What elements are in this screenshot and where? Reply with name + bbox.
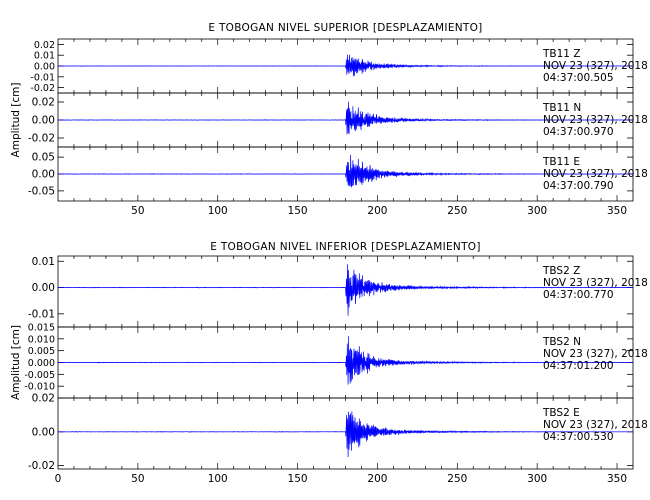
x-tick-label: 200 <box>367 205 387 217</box>
station-label: TBS2 N <box>542 336 581 348</box>
station-label: TBS2 E <box>542 407 580 419</box>
y-tick-label: 0.02 <box>34 40 55 51</box>
x-tick-label: 50 <box>131 205 144 217</box>
x-tick-label: 250 <box>447 473 467 485</box>
x-tick-label: 100 <box>208 473 228 485</box>
waveform-trace <box>58 264 633 316</box>
x-tick-label: 300 <box>527 473 547 485</box>
y-tick-label: 0.00 <box>32 169 55 181</box>
time-label: 04:37:00.770 <box>543 289 614 301</box>
time-label: 04:37:00.970 <box>543 126 614 138</box>
waveform-trace <box>57 336 633 385</box>
y-tick-label: 0.02 <box>32 97 55 109</box>
y-tick-label: -0.01 <box>30 72 55 83</box>
time-label: 04:37:00.530 <box>543 431 614 443</box>
y-tick-label: -0.02 <box>30 83 55 94</box>
y-tick-label: -0.02 <box>28 460 55 472</box>
date-label: NOV 23 (327), 2018 <box>543 60 648 72</box>
x-tick-label: 200 <box>367 473 387 485</box>
date-label: NOV 23 (327), 2018 <box>543 419 648 431</box>
time-label: 04:37:00.790 <box>543 180 614 192</box>
y-tick-label: 0.02 <box>32 393 55 405</box>
y-tick-label: -0.05 <box>28 185 55 197</box>
waveform-trace <box>57 154 633 188</box>
x-tick-label: 150 <box>288 205 308 217</box>
time-label: 04:37:00.505 <box>543 72 614 84</box>
y-tick-label: 0.00 <box>32 426 55 438</box>
waveform-trace <box>58 411 633 458</box>
x-tick-label: 50 <box>131 473 144 485</box>
x-tick-label: 350 <box>607 205 627 217</box>
x-tick-label: 0 <box>55 473 62 485</box>
y-tick-label: 0.010 <box>28 334 55 345</box>
waveform-trace <box>58 101 633 135</box>
y-tick-label: 0.00 <box>32 115 55 127</box>
station-label: TB11 E <box>542 156 580 168</box>
station-label: TB11 Z <box>542 48 581 60</box>
date-label: NOV 23 (327), 2018 <box>543 114 648 126</box>
y-axis-label: Amplitud [cm] <box>10 83 22 158</box>
waveform-trace <box>57 54 633 77</box>
y-tick-label: 0.000 <box>28 358 55 369</box>
y-tick-label: 0.05 <box>32 152 55 164</box>
y-tick-label: 0.005 <box>28 346 55 357</box>
y-tick-label: 0.015 <box>28 323 55 334</box>
chart-1: E TOBOGAN NIVEL SUPERIOR [DESPLAZAMIENTO… <box>10 22 648 217</box>
station-label: TBS2 Z <box>542 265 580 277</box>
chart-2: E TOBOGAN NIVEL INFERIOR [DESPLAZAMIENTO… <box>10 241 648 485</box>
x-tick-label: 150 <box>288 473 308 485</box>
y-tick-label: 0.01 <box>32 256 55 268</box>
chart-title: E TOBOGAN NIVEL INFERIOR [DESPLAZAMIENTO… <box>210 241 481 253</box>
y-tick-label: 0.00 <box>32 282 55 294</box>
date-label: NOV 23 (327), 2018 <box>543 277 648 289</box>
x-tick-label: 250 <box>447 205 467 217</box>
chart-title: E TOBOGAN NIVEL SUPERIOR [DESPLAZAMIENTO… <box>208 22 482 34</box>
date-label: NOV 23 (327), 2018 <box>543 168 648 180</box>
x-tick-label: 350 <box>607 473 627 485</box>
station-label: TB11 N <box>542 102 581 114</box>
y-tick-label: -0.02 <box>28 133 55 145</box>
x-tick-label: 300 <box>527 205 547 217</box>
y-tick-label: 0.00 <box>34 62 55 73</box>
x-tick-label: 100 <box>208 205 228 217</box>
y-tick-label: -0.005 <box>24 370 55 381</box>
y-tick-label: 0.01 <box>34 51 55 62</box>
y-tick-label: -0.01 <box>28 308 55 320</box>
y-axis-label: Amplitud [cm] <box>10 325 22 400</box>
time-label: 04:37:01.200 <box>543 360 614 372</box>
date-label: NOV 23 (327), 2018 <box>543 348 648 360</box>
y-tick-label: -0.010 <box>24 382 55 393</box>
